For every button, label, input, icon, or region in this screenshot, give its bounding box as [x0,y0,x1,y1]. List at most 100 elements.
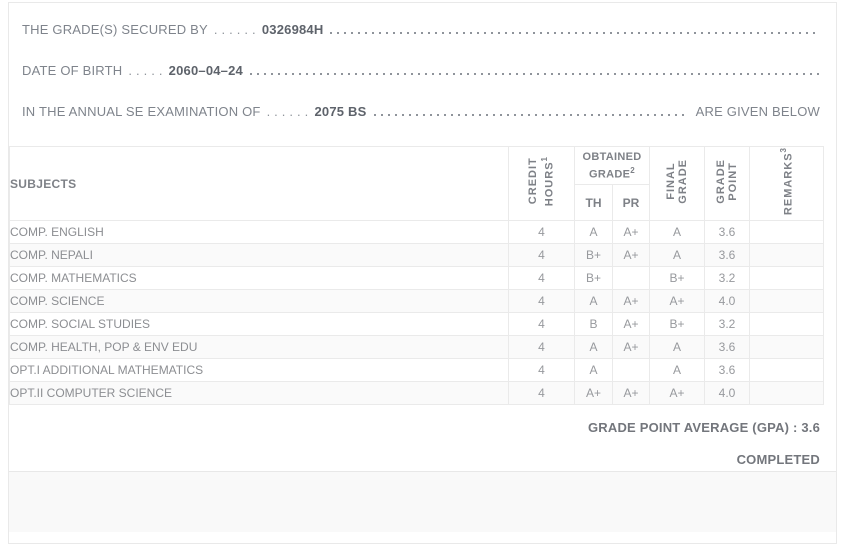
final-grade-cell: B+ [649,266,705,291]
grade-point-cell: 3.2 [704,266,750,291]
date-of-birth-label: DATE OF BIRTH [22,63,123,78]
credit-hours-cell: 4 [508,220,575,245]
final-grade-cell: A [649,220,705,245]
credit-hours-cell: 4 [508,289,575,314]
info-line-date-of-birth: DATE OF BIRTH . . . . . 2060–04–24 [22,64,820,78]
credit-hours-cell: 4 [508,243,575,268]
grade-point-cell: 4.0 [704,381,750,406]
footer-strip [9,471,836,533]
pr-grade-cell: A+ [612,243,650,268]
th-grade-cell: A [574,289,613,314]
pr-subheader: PR [612,184,650,222]
examination-label: IN THE ANNUAL SE EXAMINATION OF [22,104,261,119]
are-given-below-label: ARE GIVEN BELOW [695,104,820,119]
table-row: COMP. MATHEMATICS 4 B+ B+ 3.2 [9,266,824,291]
subject-cell: COMP. SCIENCE [9,289,509,314]
gpa-label: GRADE POINT AVERAGE (GPA) : [587,420,798,436]
grade-point-cell: 3.6 [704,243,750,268]
pr-grade-cell: A+ [612,335,650,360]
table-row: COMP. SCIENCE 4 A A+ A+ 4.0 [9,289,824,314]
grade-point-cell: 3.6 [704,335,750,360]
remarks-header: REMARKS3 [749,145,824,222]
credit-hours-vertical-label: CREDIT HOURS1 [527,155,556,207]
final-grade-cell: B+ [649,312,705,337]
grade-point-vertical-label: GRADE POINT [715,158,739,204]
th-subheader: TH [574,184,613,222]
gradesheet-panel: THE GRADE(S) SECURED BY . . . . . . 0326… [8,2,837,544]
gpa-value: 3.6 [801,420,820,436]
subject-cell: COMP. MATHEMATICS [9,266,509,291]
dotted-leader: . . . . . . [266,104,309,119]
symbol-number-value: 0326984H [261,22,324,37]
dotted-filler [330,32,820,34]
grades-table-header: SUBJECTS CREDIT HOURS1 OBTAINED GRADE2 FIN… [9,145,824,222]
obtained-grade-header: OBTAINED GRADE2 [574,145,650,186]
remarks-cell [749,381,824,406]
pr-grade-cell [612,358,650,383]
dotted-leader: . . . . . . [213,22,256,37]
grade-point-cell: 3.6 [704,358,750,383]
subject-cell: OPT.I ADDITIONAL MATHEMATICS [9,358,509,383]
final-grade-cell: A [649,335,705,360]
pr-grade-cell: A+ [612,312,650,337]
credit-hours-header: CREDIT HOURS1 [508,145,575,222]
table-row: OPT.I ADDITIONAL MATHEMATICS 4 A A 3.6 [9,358,824,383]
grades-table: SUBJECTS CREDIT HOURS1 OBTAINED GRADE2 FIN… [9,145,824,406]
credit-hours-cell: 4 [508,358,575,383]
th-grade-cell: B [574,312,613,337]
credit-hours-cell: 4 [508,381,575,406]
grades-secured-by-label: THE GRADE(S) SECURED BY [22,22,208,37]
subject-cell: COMP. SOCIAL STUDIES [9,312,509,337]
th-grade-cell: A [574,335,613,360]
th-grade-cell: A [574,358,613,383]
grade-point-cell: 3.2 [704,312,750,337]
examination-year-value: 2075 BS [314,104,367,119]
th-grade-cell: A [574,220,613,245]
final-grade-cell: A [649,358,705,383]
table-row: COMP. HEALTH, POP & ENV EDU 4 A A+ A 3.6 [9,335,824,360]
th-grade-cell: B+ [574,243,613,268]
completion-status: COMPLETED [736,452,820,468]
info-line-grades-secured-by: THE GRADE(S) SECURED BY . . . . . . 0326… [22,23,820,37]
dotted-filler [373,114,689,116]
subjects-header: SUBJECTS [9,145,509,222]
table-row: COMP. SOCIAL STUDIES 4 B A+ B+ 3.2 [9,312,824,337]
credit-hours-cell: 4 [508,312,575,337]
remarks-cell [749,358,824,383]
table-row: COMP. NEPALI 4 B+ A+ A 3.6 [9,243,824,268]
pr-grade-cell [612,266,650,291]
final-grade-vertical-label: FINAL GRADE [665,158,689,204]
info-section: THE GRADE(S) SECURED BY . . . . . . 0326… [9,3,836,119]
credit-hours-cell: 4 [508,335,575,360]
grade-point-cell: 3.6 [704,220,750,245]
subject-cell: COMP. ENGLISH [9,220,509,245]
th-grade-cell: B+ [574,266,613,291]
dotted-leader: . . . . . [128,63,163,78]
pr-grade-cell: A+ [612,289,650,314]
final-grade-header: FINAL GRADE [649,145,705,222]
final-grade-cell: A+ [649,289,705,314]
remarks-vertical-label: REMARKS3 [779,147,795,216]
final-grade-cell: A [649,243,705,268]
remarks-cell [749,312,824,337]
pr-grade-cell: A+ [612,220,650,245]
grade-point-cell: 4.0 [704,289,750,314]
table-row: OPT.II COMPUTER SCIENCE 4 A+ A+ A+ 4.0 [9,381,824,406]
remarks-cell [749,266,824,291]
info-line-examination-year: IN THE ANNUAL SE EXAMINATION OF . . . . … [22,105,820,119]
final-grade-cell: A+ [649,381,705,406]
pr-grade-cell: A+ [612,381,650,406]
subject-cell: OPT.II COMPUTER SCIENCE [9,381,509,406]
grade-point-header: GRADE POINT [704,145,750,222]
date-of-birth-value: 2060–04–24 [168,63,243,78]
remarks-cell [749,289,824,314]
remarks-cell [749,220,824,245]
subject-cell: COMP. HEALTH, POP & ENV EDU [9,335,509,360]
credit-hours-cell: 4 [508,266,575,291]
dotted-filler [249,73,820,75]
remarks-cell [749,335,824,360]
table-row: COMP. ENGLISH 4 A A+ A 3.6 [9,220,824,245]
th-grade-cell: A+ [574,381,613,406]
grades-table-body: COMP. ENGLISH 4 A A+ A 3.6 COMP. NEPALI … [9,220,824,406]
remarks-cell [749,243,824,268]
